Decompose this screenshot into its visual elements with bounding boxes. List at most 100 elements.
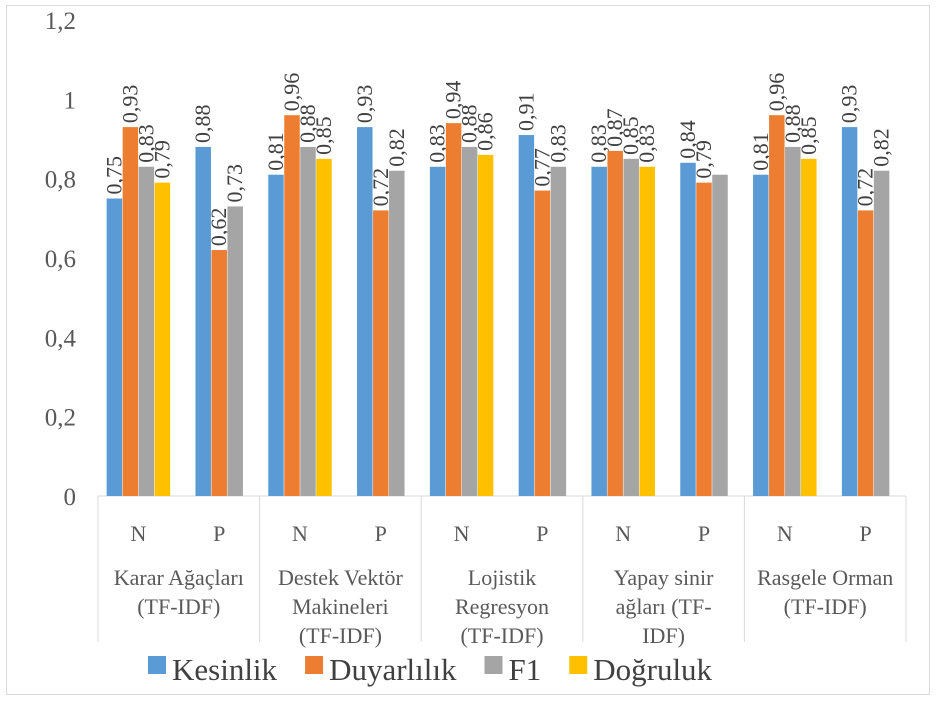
data-label: 0,81 [263, 132, 288, 171]
x-group-label: (TF-IDF) [460, 623, 543, 648]
legend-swatch [569, 656, 588, 674]
legend-entry: Kesinlik [172, 652, 278, 687]
data-label: 0,93 [837, 85, 862, 124]
y-tick-label: 0 [64, 484, 77, 511]
data-label: 0,93 [117, 85, 142, 124]
x-group-label: Lojistik [468, 565, 536, 590]
bar [857, 210, 874, 496]
bar [639, 166, 655, 496]
data-label: 0,83 [425, 124, 450, 163]
legend-entry: Duyarlılık [329, 652, 457, 687]
data-label: 0,82 [384, 128, 409, 167]
data-label: 0,81 [748, 132, 773, 171]
bar [785, 146, 801, 496]
bar [445, 123, 462, 496]
y-tick-label: 0,6 [45, 246, 76, 273]
data-label: 0,85 [311, 116, 336, 155]
data-label: 0,96 [764, 73, 789, 112]
bar [227, 206, 243, 496]
bar [316, 158, 332, 497]
data-label: 0,82 [869, 128, 894, 167]
bar [389, 170, 405, 496]
bar [154, 182, 171, 496]
data-label: 0,93 [352, 85, 377, 124]
data-label: 0,77 [529, 148, 554, 187]
y-tick-label: 0,4 [45, 325, 77, 352]
x-subcategory-label: P [375, 521, 387, 546]
data-label: 0,73 [222, 164, 247, 203]
bar [357, 127, 373, 496]
x-subcategory-label: N [130, 521, 146, 546]
bar [211, 250, 227, 496]
bar [753, 174, 769, 496]
y-tick-label: 0,8 [45, 167, 76, 194]
bar [268, 174, 284, 496]
legend-swatch [305, 656, 324, 674]
y-tick-label: 0,2 [45, 405, 76, 432]
x-group-label: Yapay sinir [614, 565, 715, 590]
bar [122, 127, 139, 496]
y-tick-label: 1,2 [45, 8, 76, 35]
bar [591, 166, 607, 496]
x-subcategory-label: P [536, 521, 548, 546]
bar [873, 170, 890, 496]
data-label: 0,96 [279, 73, 304, 112]
data-label: 0,72 [368, 168, 393, 207]
legend-swatch [148, 656, 166, 674]
x-group-label: (TF-IDF) [137, 594, 220, 619]
data-label: 0,88 [780, 104, 805, 143]
legend-swatch [484, 656, 503, 674]
data-label: 0,83 [133, 124, 158, 163]
x-group-label: (TF-IDF) [299, 623, 382, 648]
bar [550, 166, 567, 496]
data-label: 0,75 [101, 156, 126, 195]
bar [696, 182, 712, 496]
y-tick-label: 1 [64, 87, 77, 114]
bar [769, 115, 785, 496]
data-label: 0,88 [295, 104, 320, 143]
bar [534, 190, 551, 497]
data-label: 0,79 [691, 140, 716, 179]
bar [461, 146, 478, 496]
data-label: 0,72 [853, 168, 878, 207]
bar [801, 158, 817, 497]
data-label: 0,94 [441, 81, 466, 120]
legend-entry: F1 [508, 652, 541, 687]
x-group-label: (TF-IDF) [784, 594, 867, 619]
data-label: 0,79 [149, 140, 174, 179]
bar [195, 146, 211, 496]
x-subcategory-label: P [698, 521, 710, 546]
data-label: 0,85 [618, 116, 643, 155]
bar [138, 166, 155, 496]
x-subcategory-label: N [292, 521, 308, 546]
bar [429, 166, 446, 496]
bar [712, 174, 728, 496]
x-subcategory-label: N [777, 521, 793, 546]
data-label: 0,83 [634, 124, 659, 163]
x-subcategory-label: N [615, 521, 631, 546]
x-subcategory-label: P [213, 521, 225, 546]
data-label: 0,85 [796, 116, 821, 155]
bar [477, 154, 494, 496]
x-group-label: Regresyon [455, 594, 549, 619]
bar [607, 150, 623, 496]
data-label: 0,62 [206, 208, 231, 247]
bar [518, 135, 535, 497]
bar [623, 158, 639, 497]
x-subcategory-label: P [859, 521, 871, 546]
bar [284, 115, 300, 496]
x-group-label: Karar Ağaçları [114, 565, 244, 590]
x-subcategory-label: N [454, 521, 470, 546]
legend-entry: Doğruluk [593, 652, 712, 687]
data-label: 0,83 [545, 124, 570, 163]
data-label: 0,88 [190, 104, 215, 143]
data-label: 0,87 [602, 108, 627, 147]
data-label: 0,91 [513, 93, 538, 132]
bar [106, 198, 123, 496]
x-group-label: IDF) [642, 623, 685, 648]
data-label: 0,86 [473, 112, 498, 150]
x-group-label: Destek Vektör [278, 565, 404, 590]
x-group-label: Makineleri [292, 594, 389, 619]
data-label: 0,83 [586, 124, 611, 163]
